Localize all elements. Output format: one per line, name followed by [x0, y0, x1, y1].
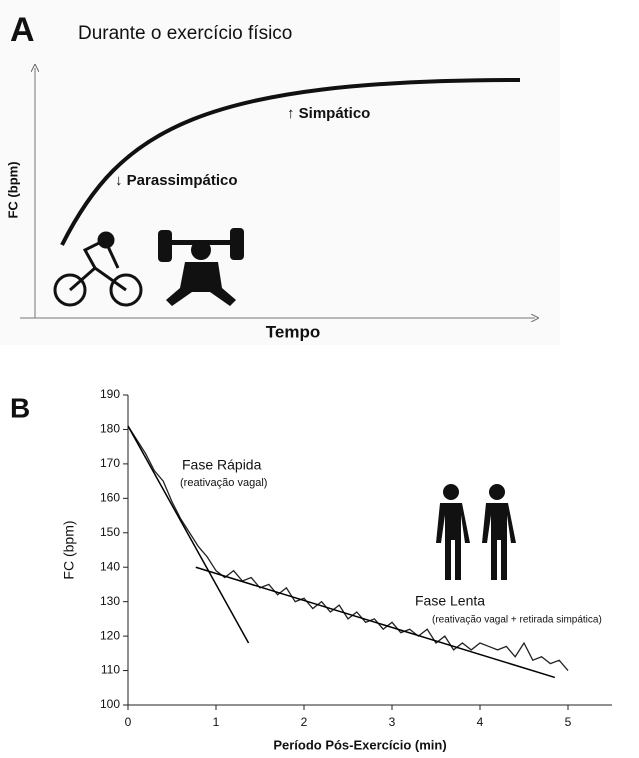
- annotation: Fase Rápida: [182, 457, 262, 473]
- x-tick-label: 3: [389, 715, 396, 729]
- panel-a: A Durante o exercício físico ↑ Simpático…: [0, 0, 560, 345]
- annotation: ↓ Parassimpático: [115, 172, 238, 189]
- hr-trace: [127, 425, 569, 671]
- x-tick-label: 0: [125, 715, 132, 729]
- fit-line: [127, 425, 250, 644]
- panel-label: B: [10, 392, 30, 423]
- panel-label: A: [10, 11, 35, 49]
- x-tick-label: 2: [301, 715, 308, 729]
- x-tick-label: 5: [565, 715, 572, 729]
- cyclist-icon: [53, 231, 143, 307]
- x-axis-label: Período Pós-Exercício (min): [273, 737, 446, 752]
- annotation: (reativação vagal + retirada simpática): [432, 615, 602, 626]
- annotation: Fase Lenta: [415, 593, 485, 609]
- y-tick-label: 100: [100, 697, 120, 711]
- annotation: (reativação vagal): [180, 477, 267, 489]
- weightlifter-icon: [158, 228, 244, 306]
- panel-b: B: [10, 392, 516, 580]
- y-axis-label: FC (bpm): [5, 161, 20, 218]
- x-tick-label: 4: [477, 715, 484, 729]
- annotation: ↑ Simpático: [287, 105, 370, 122]
- people-icon: [436, 484, 516, 580]
- panel-title: Durante o exercício físico: [78, 23, 292, 44]
- y-tick-label: 110: [101, 663, 120, 677]
- y-tick-label: 150: [100, 525, 120, 539]
- y-tick-label: 120: [100, 628, 120, 642]
- y-tick-label: 170: [100, 456, 120, 470]
- y-tick-label: 190: [100, 387, 120, 401]
- hr-curve: [60, 78, 521, 246]
- y-axis-label: FC (bpm): [61, 520, 77, 579]
- y-tick-label: 140: [100, 559, 120, 573]
- x-axis-label: Tempo: [266, 322, 320, 341]
- y-tick-label: 160: [100, 491, 120, 505]
- y-tick-label: 180: [100, 422, 120, 436]
- panel-bg: [0, 0, 560, 345]
- y-tick-label: 130: [100, 594, 120, 608]
- fit-line: [195, 566, 556, 679]
- x-tick-label: 1: [213, 715, 220, 729]
